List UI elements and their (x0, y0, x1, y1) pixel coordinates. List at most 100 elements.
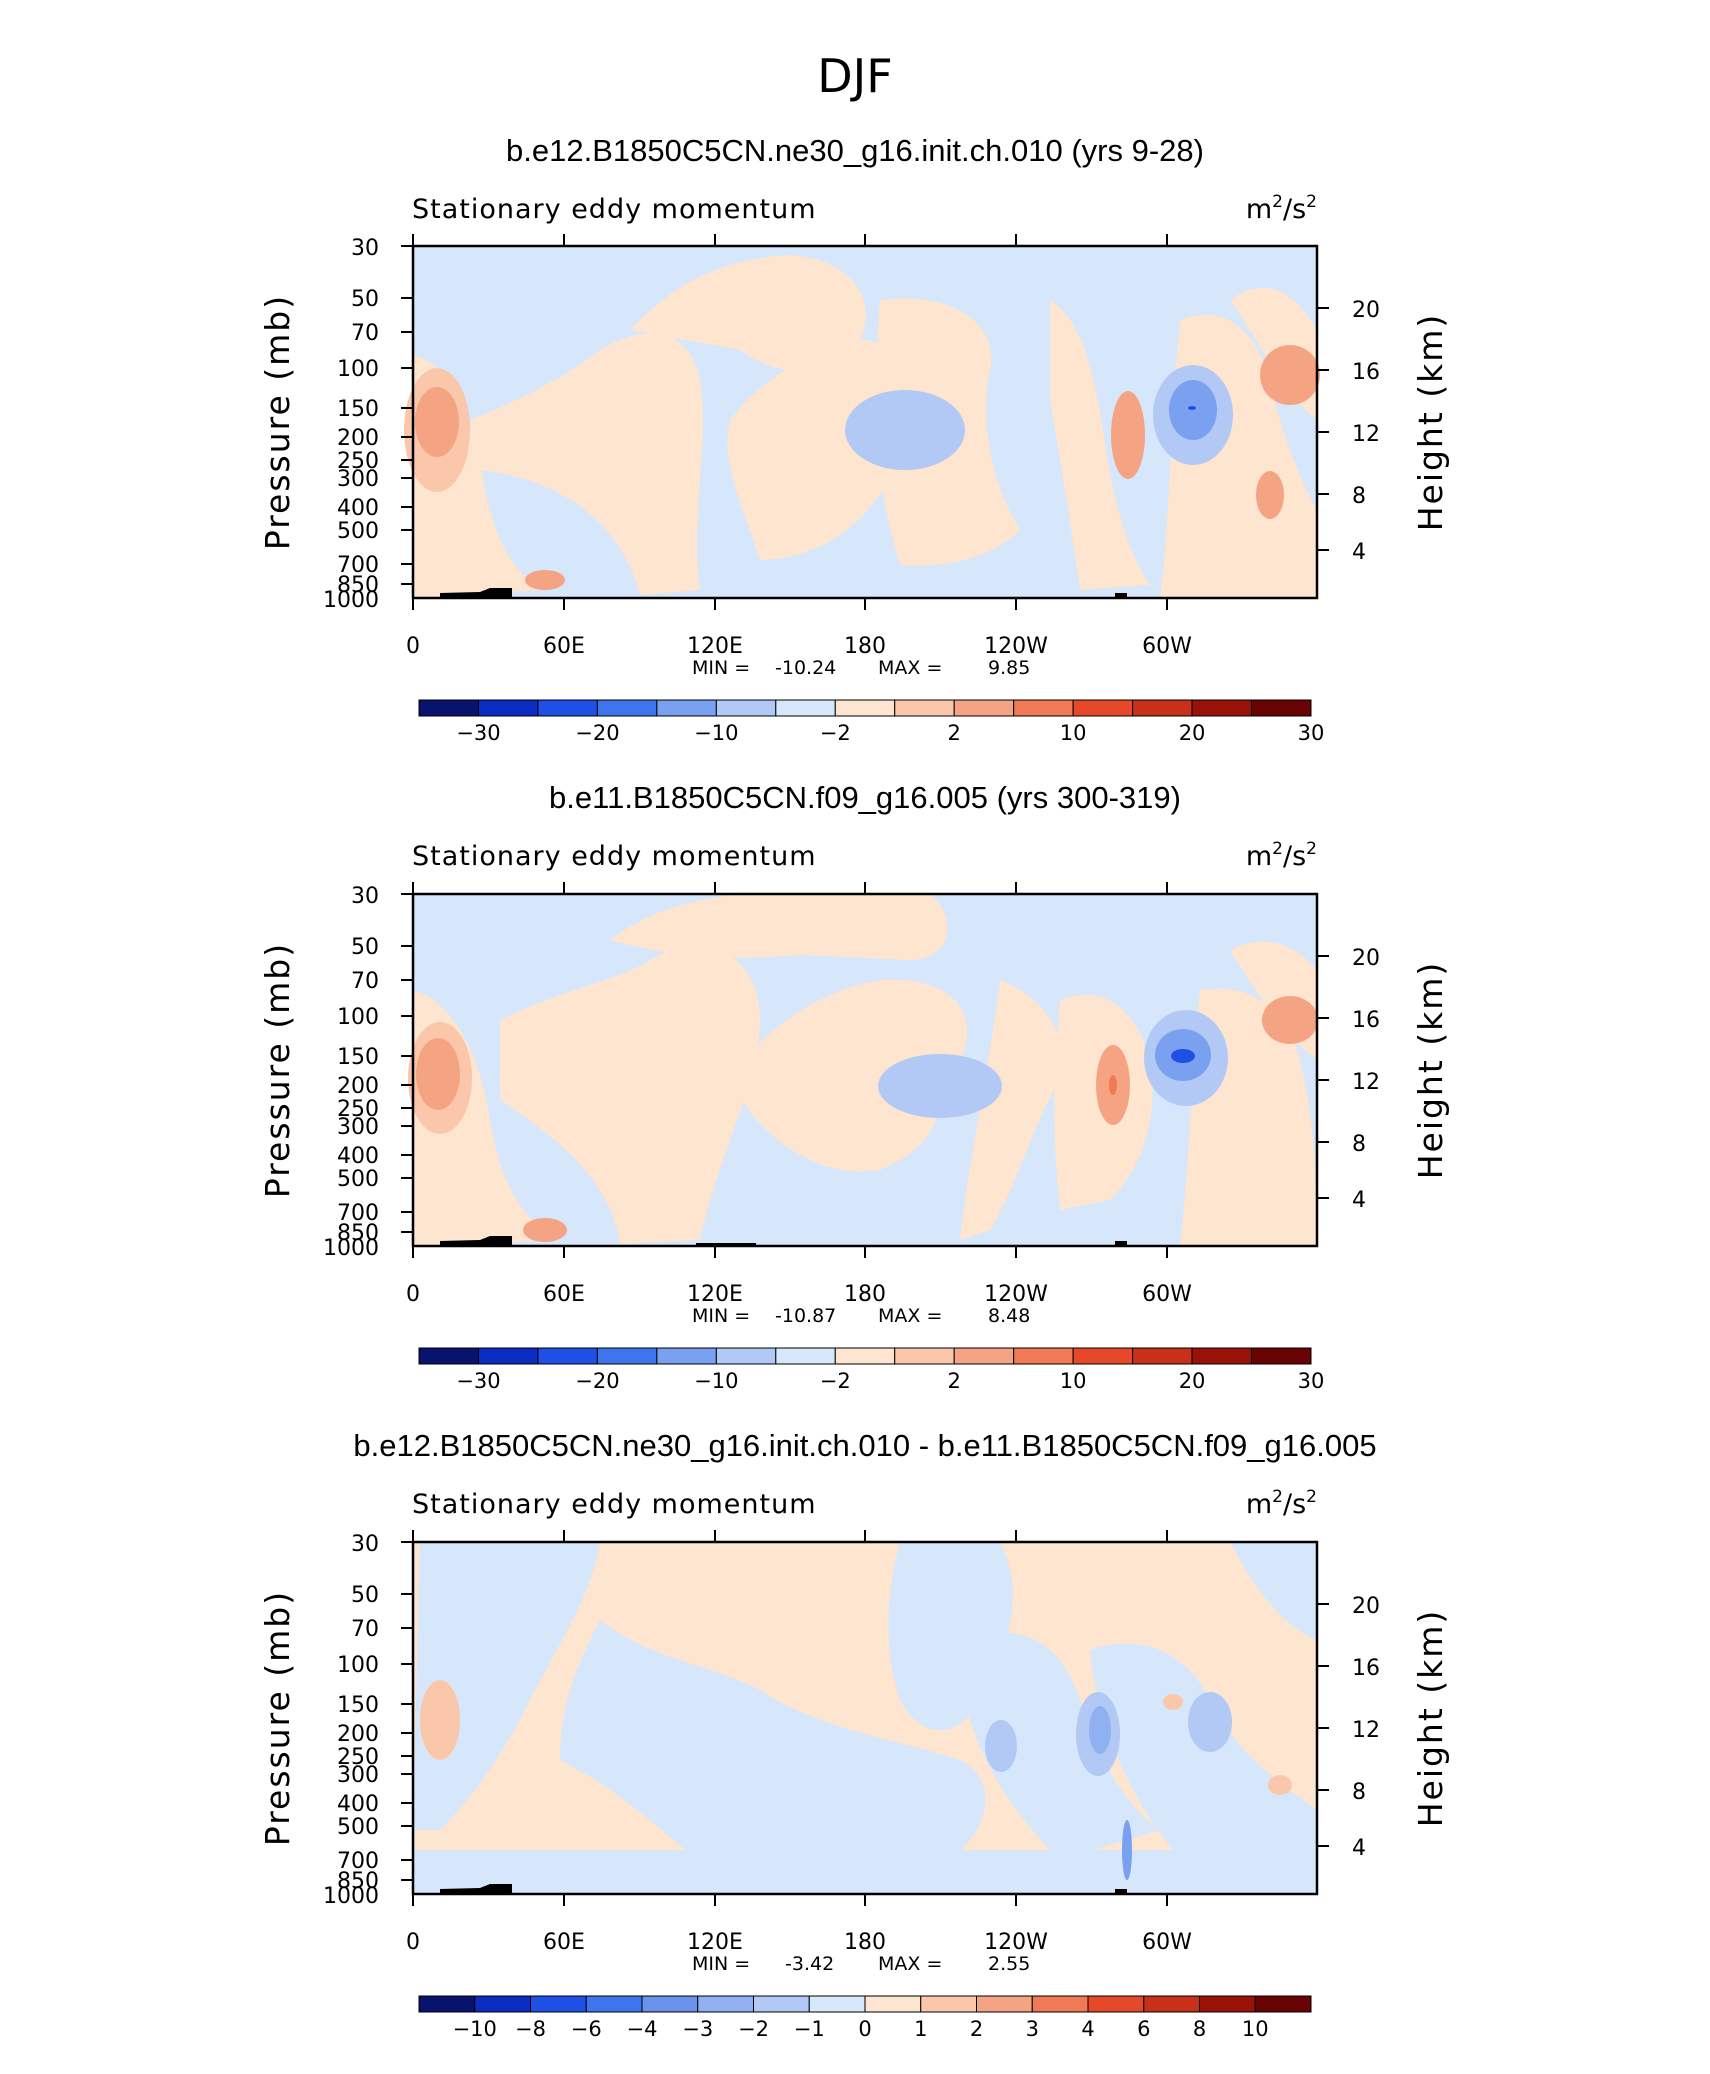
panel-1-colorbar-box (894, 699, 955, 717)
panel-3-y-tick-label: 30 (351, 1532, 379, 1557)
panel-3-y-tick-label: 150 (337, 1693, 379, 1718)
panel-1-left-string: Stationary eddy momentum (412, 194, 817, 225)
panel-2-y-right-tick-label: 16 (1352, 1008, 1380, 1033)
panel-2-negative-core (1171, 1049, 1195, 1063)
panel-2: b.e11.B1850C5CN.f09_g16.005 (yrs 300-319… (258, 780, 1450, 1393)
panel-3-colorbar-box (753, 1995, 810, 2013)
panel-3-left-string: Stationary eddy momentum (412, 1489, 817, 1520)
panel-1-x-tick-label: 60W (1142, 634, 1192, 659)
panel-3-colorbar-box (1254, 1995, 1312, 2013)
panel-3-colorbar-box (976, 1995, 1033, 2013)
panel-1-x-tick-label: 120E (687, 634, 743, 659)
panel-2-units: m2/s2 (1246, 839, 1317, 872)
panel-1-colorbar-box (1132, 699, 1193, 717)
panel-3-y-tick-label: 500 (337, 1815, 379, 1840)
panel-1-colorbar-box (537, 699, 598, 717)
panel-1-ylabel: Pressure (mb) (258, 294, 297, 550)
panel-3-topography (440, 1884, 512, 1894)
panel-3-y-tick-label: 850 (337, 1869, 379, 1894)
panel-3-y-tick-label: 50 (351, 1583, 379, 1608)
panel-2-x-tick-label: 180 (844, 1282, 886, 1307)
panel-2-plot-area (408, 892, 1319, 1248)
panel-1-y-right-tick-label: 4 (1352, 540, 1366, 565)
panel-2-colorbar-box (656, 1347, 717, 1365)
panel-1-positive-region (1050, 300, 1150, 590)
panel-3-x-tick-label: 0 (406, 1930, 420, 1955)
panel-2-ylabel: Pressure (mb) (258, 942, 297, 1198)
panel-1-colorbar-label: −30 (456, 721, 500, 745)
panel-1-colorbar-label: −2 (820, 721, 851, 745)
panel-2-colorbar-box (775, 1347, 836, 1365)
panel-1-y-tick-label: 200 (337, 426, 379, 451)
panel-2-colorbar-box (537, 1347, 598, 1365)
panel-2-colorbar-box (1251, 1347, 1312, 1365)
panel-3-colorbar-box (530, 1995, 587, 2013)
panel-3-colorbar-box (864, 1995, 922, 2013)
panel-3-y-tick-label: 300 (337, 1763, 379, 1788)
panel-3-y-tick-label: 250 (337, 1745, 379, 1770)
panel-3-negative-region (413, 1542, 600, 1830)
panel-3-y-right-tick-label: 8 (1352, 1780, 1366, 1805)
panel-3-colorbar-box (474, 1995, 531, 2013)
panel-1-y-right-tick-label: 20 (1352, 298, 1380, 323)
panel-3-colorbar-label: −4 (627, 2017, 658, 2041)
panel-1-colorbar-label: 2 (948, 721, 961, 745)
panel-3-colorbar-label: −6 (571, 2017, 602, 2041)
panel-2-colorbar-label: 20 (1179, 1369, 1206, 1393)
panel-1-y-right-tick-label: 8 (1352, 484, 1366, 509)
panel-2-y-tick-label: 850 (337, 1221, 379, 1246)
panel-2-topography (440, 1236, 512, 1246)
panel-3-negative-region (413, 1850, 1317, 1894)
panel-3-positive-core (1163, 1694, 1183, 1710)
panel-3-colorbar-box (697, 1995, 754, 2013)
panel-3-colorbar-box (1199, 1995, 1256, 2013)
panel-2-colorbar-label: 10 (1060, 1369, 1087, 1393)
panel-2-colorbar-box (1191, 1347, 1253, 1365)
panel-1-colorbar-box (715, 699, 777, 717)
panel-1-ylabel-right: Height (km) (1411, 313, 1450, 532)
panel-2-colorbar-box (1072, 1347, 1134, 1365)
panel-2-y-tick-label: 70 (351, 969, 379, 994)
panel-1-y-tick-label: 150 (337, 397, 379, 422)
panel-3-y-tick-label: 700 (337, 1849, 379, 1874)
panel-3-colorbar-label: 4 (1081, 2017, 1094, 2041)
panel-3-title: b.e12.B1850C5CN.ne30_g16.init.ch.010 - b… (353, 1428, 1376, 1463)
panel-3-negative-core (1089, 1706, 1111, 1754)
panel-2-max-label: MAX = (878, 1305, 942, 1327)
panel-1-y-tick-label: 50 (351, 287, 379, 312)
panel-1-topography (1115, 593, 1127, 598)
panel-2-positive-core (416, 1038, 460, 1110)
panel-2-positive-region (610, 894, 948, 960)
panel-1-colorbar-box (656, 699, 717, 717)
panel-3-colorbar-label: 2 (970, 2017, 983, 2041)
panel-1-positive-region (727, 338, 908, 560)
panel-1-y-tick-label: 100 (337, 357, 379, 382)
panel-2-y-tick-label: 400 (337, 1144, 379, 1169)
panel-2-min-label: MIN = (692, 1305, 750, 1327)
panel-3-colorbar-box (418, 1995, 476, 2013)
panel-2-positive-region (500, 946, 760, 1244)
panel-3-colorbar-label: 3 (1026, 2017, 1039, 2041)
panel-3-positive-core (1268, 1775, 1292, 1795)
panel-1-y-tick-label: 400 (337, 496, 379, 521)
panel-3-negative-region (560, 1620, 986, 1862)
panel-2-colorbar-box (418, 1347, 479, 1365)
panel-3-ylabel: Pressure (mb) (258, 1590, 297, 1846)
panel-3-x-tick-label: 120W (984, 1930, 1048, 1955)
panel-2-min-value: -10.87 (775, 1305, 836, 1327)
panel-3-positive-core (420, 1680, 460, 1760)
panel-1-positive-core (1256, 471, 1284, 519)
panel-3-min-value: -3.42 (785, 1953, 834, 1975)
panel-1-positive-region (630, 255, 867, 372)
panel-1-colorbar-label: 30 (1298, 721, 1325, 745)
panel-3-negative-region (1230, 1542, 1317, 1640)
panel-2-x-tick-label: 120W (984, 1282, 1048, 1307)
panel-1-x-tick-label: 0 (406, 634, 420, 659)
panel-1-topography (440, 588, 512, 598)
panel-3-negative-core (1188, 1692, 1232, 1752)
panel-3-units: m2/s2 (1246, 1487, 1317, 1520)
panel-1-x-tick-label: 120W (984, 634, 1048, 659)
panel-3-x-tick-label: 180 (844, 1930, 886, 1955)
panel-3-max-label: MAX = (878, 1953, 942, 1975)
panel-3-y-tick-label: 400 (337, 1792, 379, 1817)
